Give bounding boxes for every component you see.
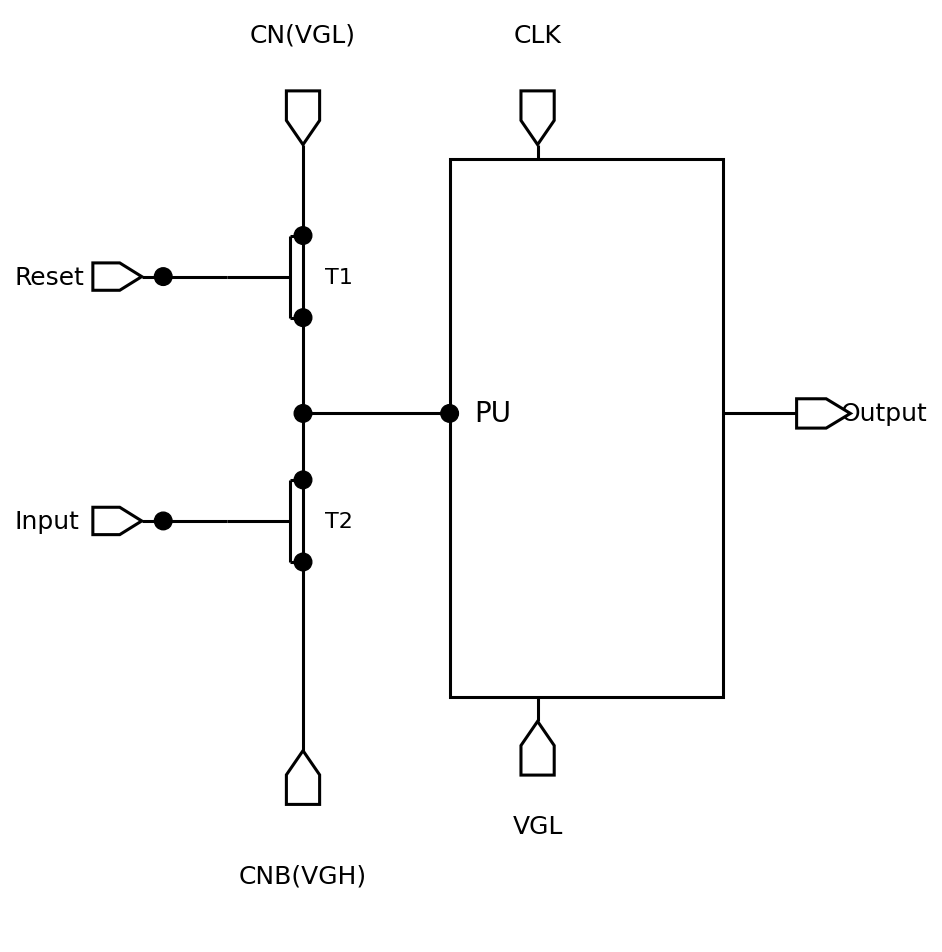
Polygon shape (286, 91, 319, 146)
Text: VGL: VGL (512, 814, 562, 839)
Polygon shape (93, 264, 141, 291)
Circle shape (294, 471, 312, 489)
Circle shape (441, 406, 459, 423)
Circle shape (294, 228, 312, 245)
Circle shape (154, 268, 172, 287)
Polygon shape (521, 91, 554, 146)
Circle shape (154, 512, 172, 530)
Circle shape (294, 406, 312, 423)
Polygon shape (521, 722, 554, 775)
Polygon shape (93, 507, 141, 535)
Circle shape (294, 309, 312, 327)
Polygon shape (286, 751, 319, 804)
Polygon shape (797, 399, 851, 428)
Text: Output: Output (840, 402, 927, 426)
Text: Reset: Reset (15, 266, 85, 289)
Text: T1: T1 (324, 268, 352, 288)
Text: PU: PU (474, 400, 512, 428)
Bar (449, 160, 723, 697)
Text: Input: Input (15, 509, 79, 533)
Text: CN(VGL): CN(VGL) (250, 24, 356, 48)
Circle shape (294, 554, 312, 571)
Text: CLK: CLK (513, 24, 561, 48)
Text: CNB(VGH): CNB(VGH) (239, 863, 367, 887)
Text: T2: T2 (324, 511, 352, 531)
